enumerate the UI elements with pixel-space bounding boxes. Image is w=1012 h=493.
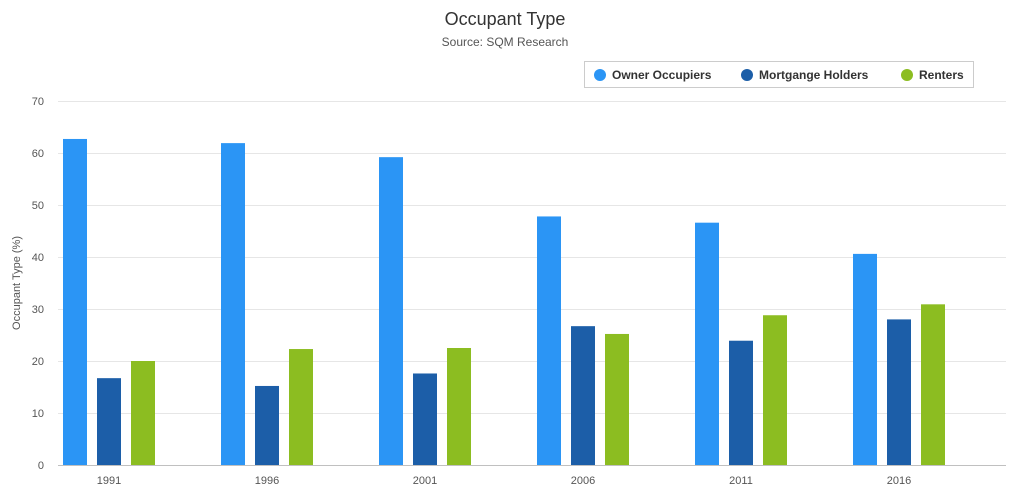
y-tick-label: 10 bbox=[32, 408, 44, 420]
legend-item-mortgange-holders[interactable]: Mortgange Holders bbox=[741, 68, 869, 82]
bars bbox=[63, 138, 945, 465]
legend-marker bbox=[741, 69, 753, 81]
bar-mortgange-holders-1991[interactable] bbox=[97, 378, 121, 465]
legend-label: Renters bbox=[919, 68, 964, 82]
bar-mortgange-holders-2011[interactable] bbox=[729, 340, 753, 465]
x-tick-label: 2016 bbox=[887, 475, 911, 487]
x-tick-label: 2006 bbox=[571, 475, 595, 487]
y-tick-label: 40 bbox=[32, 252, 44, 264]
bar-owner-occupiers-2001[interactable] bbox=[379, 157, 403, 465]
bar-renters-1996[interactable] bbox=[289, 349, 313, 465]
bar-owner-occupiers-1996[interactable] bbox=[221, 143, 245, 465]
legend-label: Mortgange Holders bbox=[759, 68, 869, 82]
bar-owner-occupiers-2016[interactable] bbox=[853, 253, 877, 465]
x-axis-ticks: 1991 1996 2001 2006 2011 2016 bbox=[97, 475, 911, 487]
bar-owner-occupiers-2006[interactable] bbox=[537, 216, 561, 465]
legend-label: Owner Occupiers bbox=[612, 68, 712, 82]
x-tick-label: 1991 bbox=[97, 475, 121, 487]
y-axis-label: Occupant Type (%) bbox=[11, 236, 23, 330]
legend-marker bbox=[594, 69, 606, 81]
bar-mortgange-holders-2016[interactable] bbox=[887, 319, 911, 465]
bar-renters-2006[interactable] bbox=[605, 333, 629, 465]
bar-renters-2016[interactable] bbox=[921, 304, 945, 465]
bar-owner-occupiers-2011[interactable] bbox=[695, 222, 719, 465]
bar-mortgange-holders-2001[interactable] bbox=[413, 373, 437, 465]
y-tick-label: 30 bbox=[32, 304, 44, 316]
bar-renters-1991[interactable] bbox=[131, 361, 155, 465]
y-tick-label: 50 bbox=[32, 200, 44, 212]
bar-mortgange-holders-2006[interactable] bbox=[571, 326, 595, 465]
y-tick-label: 20 bbox=[32, 356, 44, 368]
y-tick-label: 60 bbox=[32, 148, 44, 160]
legend-item-owner-occupiers[interactable]: Owner Occupiers bbox=[594, 68, 712, 82]
gridlines bbox=[58, 101, 1006, 414]
chart-subtitle: Source: SQM Research bbox=[442, 35, 569, 49]
y-tick-label: 70 bbox=[32, 96, 44, 108]
bar-renters-2001[interactable] bbox=[447, 348, 471, 465]
bar-owner-occupiers-1991[interactable] bbox=[63, 138, 87, 465]
legend[interactable]: Owner Occupiers Mortgange Holders Renters bbox=[584, 61, 974, 88]
legend-marker bbox=[901, 69, 913, 81]
x-tick-label: 2011 bbox=[729, 475, 753, 487]
bar-mortgange-holders-1996[interactable] bbox=[255, 385, 279, 465]
legend-item-renters[interactable]: Renters bbox=[901, 68, 964, 82]
x-tick-label: 1996 bbox=[255, 475, 279, 487]
x-tick-label: 2001 bbox=[413, 475, 437, 487]
y-axis-ticks: 0 10 20 30 40 50 60 70 bbox=[32, 96, 44, 472]
bar-renters-2011[interactable] bbox=[763, 315, 787, 465]
y-tick-label: 0 bbox=[38, 460, 44, 472]
chart-title: Occupant Type bbox=[445, 9, 566, 29]
